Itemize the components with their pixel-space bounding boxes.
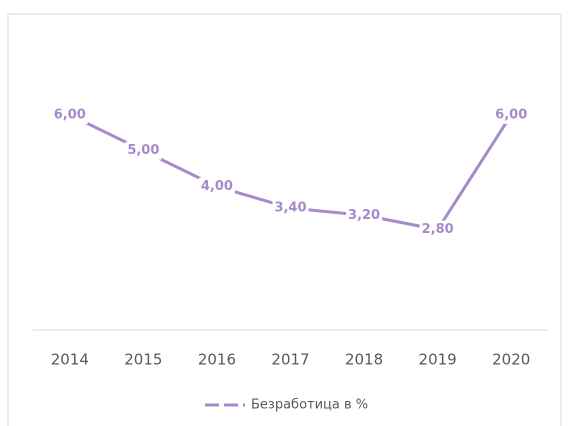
data-label: 2,80 xyxy=(422,222,454,237)
data-label: 5,00 xyxy=(127,143,159,158)
x-tick-label: 2014 xyxy=(51,351,89,369)
x-tick-label: 2015 xyxy=(124,351,162,369)
label-bg xyxy=(125,141,162,160)
data-label: 6,00 xyxy=(495,107,527,122)
x-tick-label: 2020 xyxy=(492,351,530,369)
chart-frame xyxy=(7,13,562,426)
x-tick-label: 2019 xyxy=(419,351,457,369)
x-tick-label: 2018 xyxy=(345,351,383,369)
legend-label: Безработица в % xyxy=(251,398,368,413)
x-tick-label: 2017 xyxy=(271,351,309,369)
x-tick-label: 2016 xyxy=(198,351,236,369)
label-bg xyxy=(419,220,456,239)
label-bg xyxy=(493,105,530,124)
data-label: 3,40 xyxy=(274,201,306,216)
label-bg xyxy=(198,177,235,196)
data-label: 6,00 xyxy=(54,107,86,122)
label-bg xyxy=(346,206,383,225)
data-label: 4,00 xyxy=(201,179,233,194)
label-bg xyxy=(51,105,88,124)
data-label: 3,20 xyxy=(348,208,380,223)
label-bg xyxy=(272,199,309,218)
